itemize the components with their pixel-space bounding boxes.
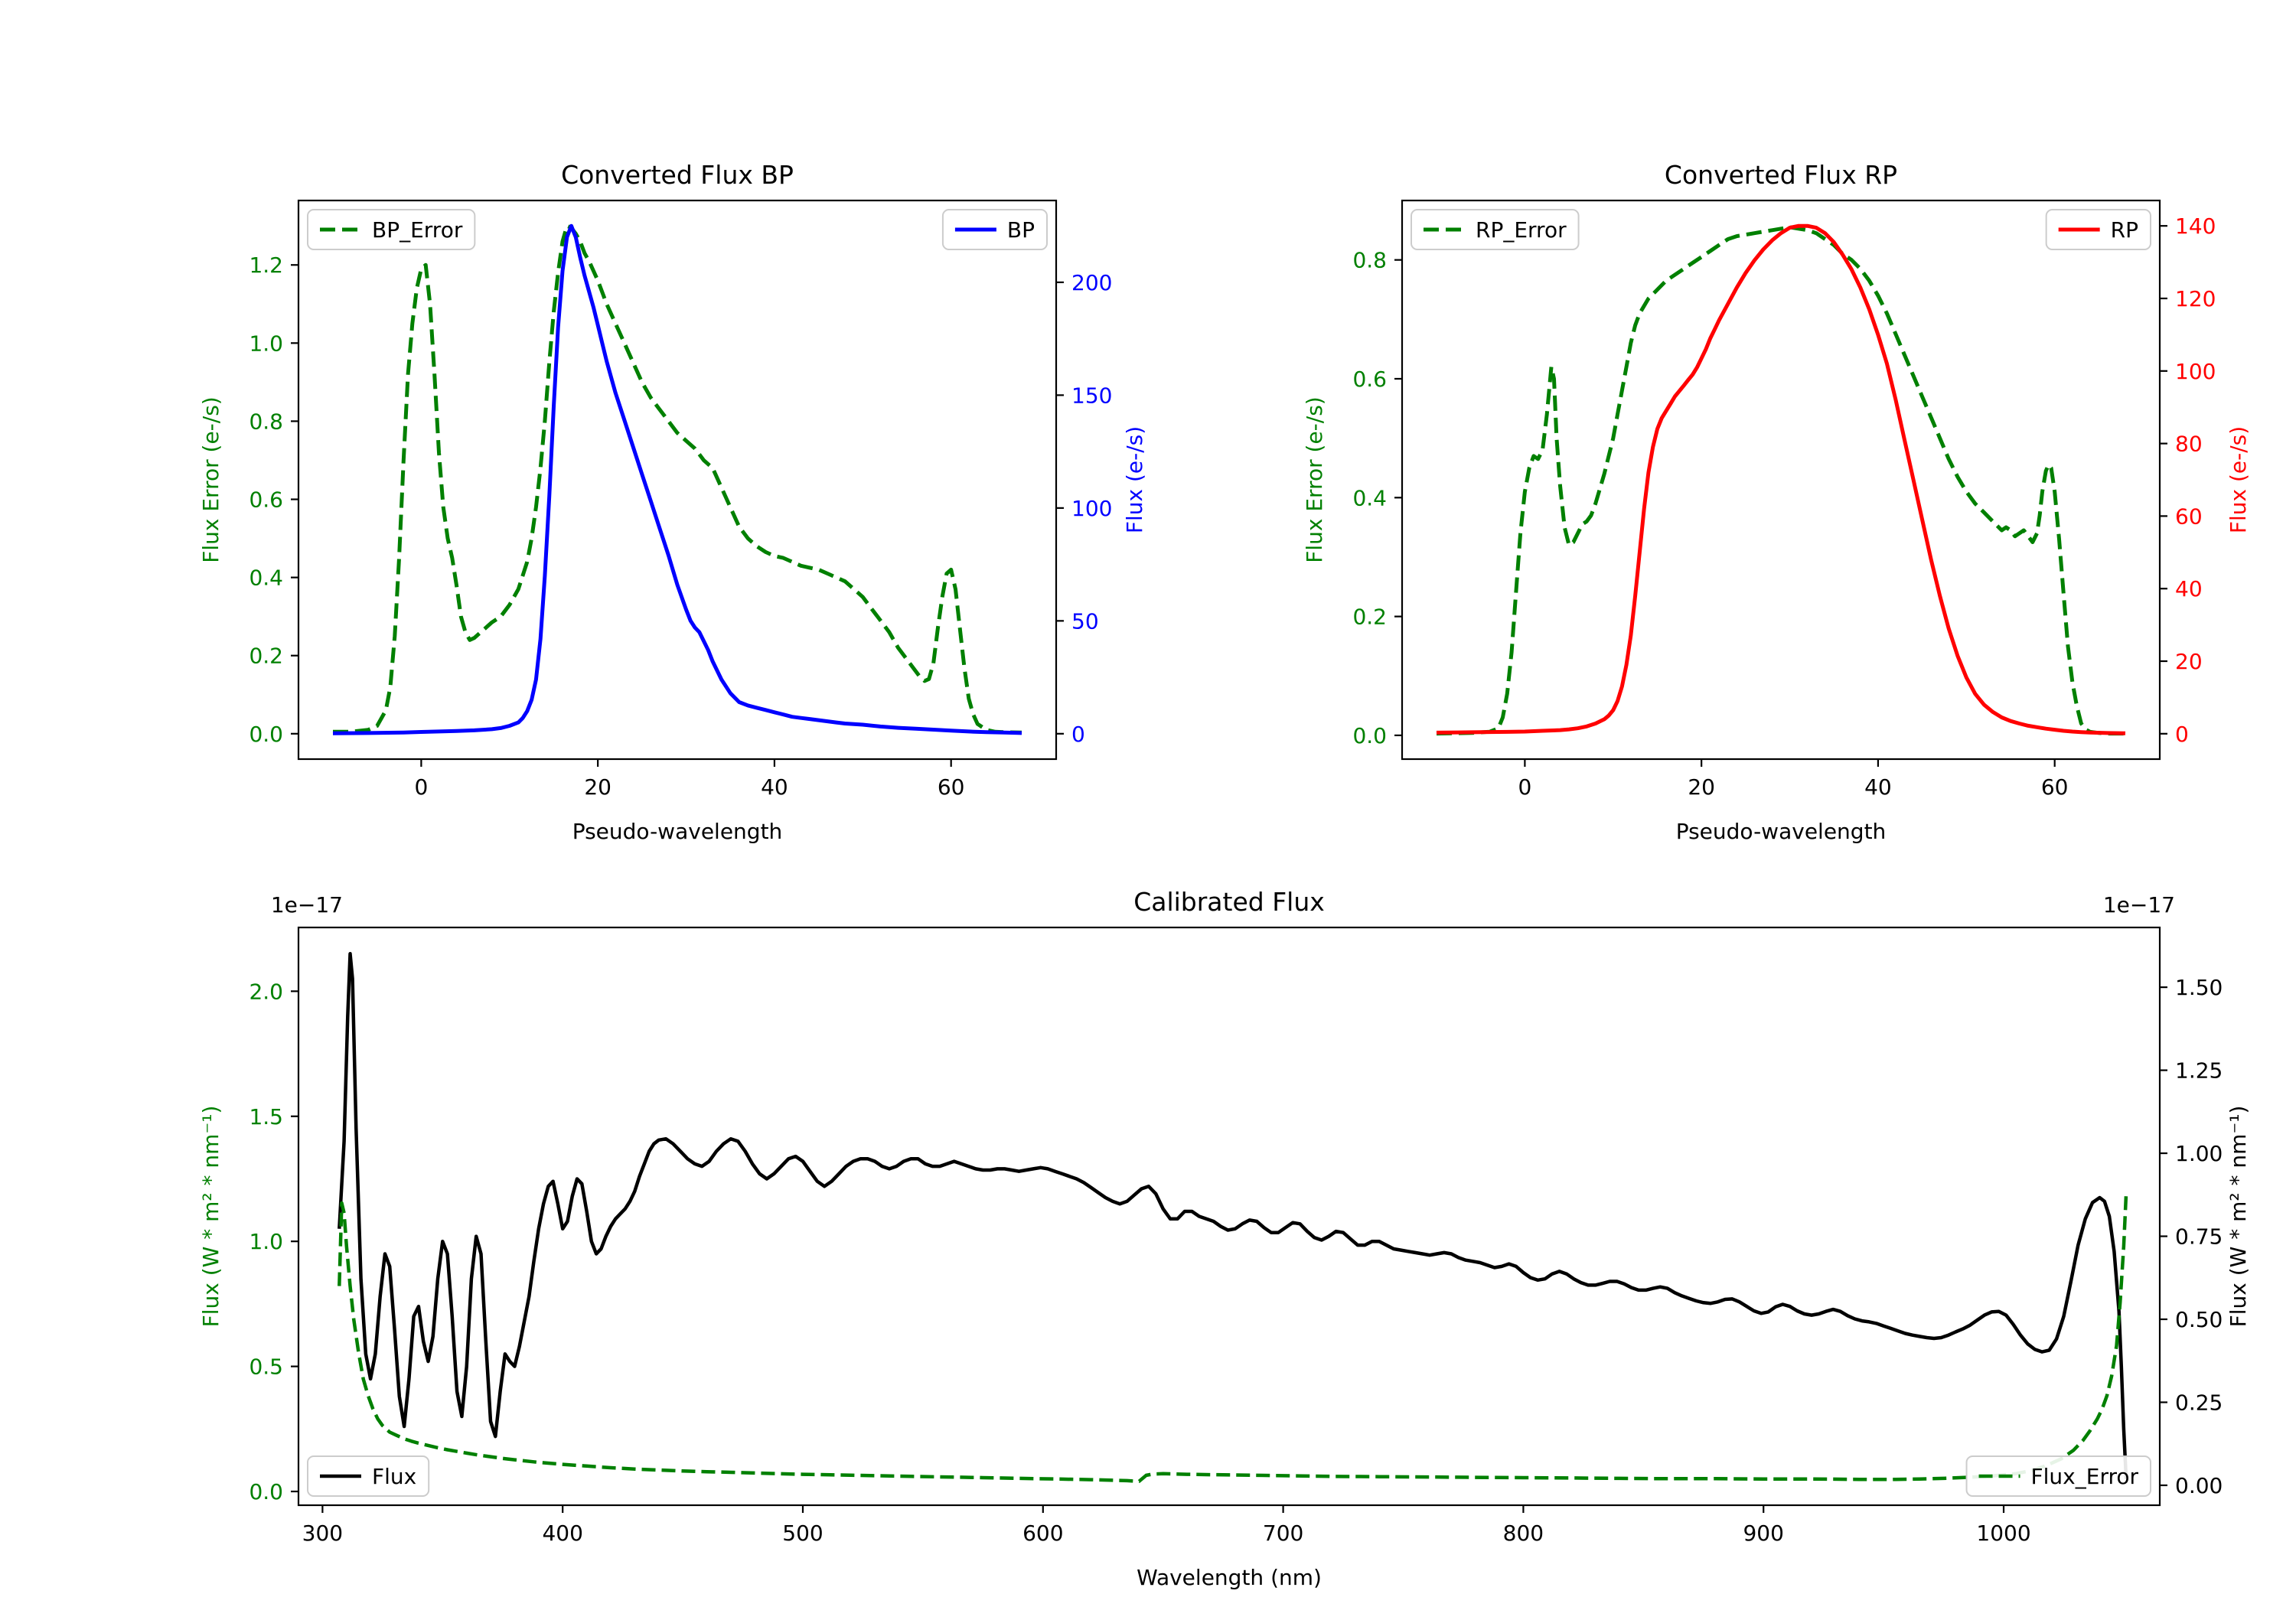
yleft-axis-label: Flux Error (e-/s) — [198, 396, 223, 562]
x-tick-label: 40 — [761, 774, 788, 800]
legend-label: Flux_Error — [2031, 1464, 2139, 1489]
chart-title-bp: Converted Flux BP — [561, 160, 794, 190]
axes-frame-calibrated — [297, 926, 2161, 1507]
series-RP_Error — [1436, 225, 2125, 736]
legend-label: RP — [2111, 217, 2138, 243]
x-axis-label-bp: Pseudo-wavelength — [572, 819, 783, 844]
yleft-tick-label: 1.0 — [249, 331, 283, 356]
yleft-tick-label: 0.8 — [249, 409, 283, 434]
yleft-tick-label: 1.5 — [249, 1104, 283, 1129]
x-tick-label: 300 — [302, 1521, 343, 1546]
x-tick-label: 60 — [938, 774, 965, 800]
series-BP_Error — [333, 223, 1022, 735]
legend-RP_Error: RP_Error — [1411, 209, 1580, 250]
yright-tick-label: 20 — [2175, 649, 2203, 674]
yright-tick-label: 0.50 — [2175, 1307, 2223, 1332]
yright-tick-label: 150 — [1071, 383, 1112, 408]
legend-box — [1965, 1455, 2151, 1497]
x-tick-label: 0 — [414, 774, 428, 800]
yright-tick-label: 0 — [1071, 722, 1085, 747]
x-tick-label: 0 — [1518, 774, 1531, 800]
yright-tick-label: 1.00 — [2175, 1141, 2223, 1166]
axes-frame-bp — [297, 199, 1058, 761]
yleft-tick-label: 0.0 — [249, 722, 283, 747]
x-axis-label-rp: Pseudo-wavelength — [1676, 819, 1887, 844]
yleft-tick-label: 0.2 — [249, 644, 283, 669]
yright-tick-label: 50 — [1071, 608, 1099, 634]
x-tick-label: 40 — [1864, 774, 1892, 800]
legend-label: BP_Error — [372, 217, 463, 243]
yright-tick-label: 100 — [2175, 359, 2216, 384]
yright-tick-label: 1.50 — [2175, 975, 2223, 1000]
axes-frame-rp — [1401, 199, 2161, 761]
x-axis-label-calibrated: Wavelength (nm) — [1137, 1565, 1322, 1590]
x-tick-label: 400 — [542, 1521, 582, 1546]
yright-tick-label: 120 — [2175, 286, 2216, 311]
x-tick-label: 20 — [584, 774, 612, 800]
yright-tick-label: 80 — [2175, 432, 2203, 457]
legend-label: Flux — [372, 1464, 416, 1489]
yleft-offset-text: 1e−17 — [271, 892, 343, 918]
series-RP — [1436, 223, 2126, 735]
yleft-axis-label: Flux (W * m² * nm⁻¹) — [198, 1106, 223, 1328]
yright-offset-text: 1e−17 — [2103, 892, 2175, 918]
legend-box — [307, 209, 476, 250]
yright-axis-label: Flux (W * m² * nm⁻¹) — [2226, 1106, 2251, 1328]
x-tick-label: 1000 — [1976, 1521, 2030, 1546]
legend-BP_Error: BP_Error — [307, 209, 476, 250]
legend-BP: BP — [941, 209, 1048, 250]
legend-RP: RP — [2045, 209, 2151, 250]
legend-Flux: Flux — [307, 1455, 430, 1497]
yright-tick-label: 0 — [2175, 722, 2189, 747]
yright-axis-label: Flux (e-/s) — [2226, 426, 2251, 533]
yleft-axis-label: Flux Error (e-/s) — [1302, 396, 1327, 562]
x-tick-label: 60 — [2041, 774, 2069, 800]
x-tick-label: 500 — [782, 1521, 823, 1546]
subplot-calibrated: 300 400 500 600 700 800 900 1000 0.0 0.5 1.0 1.5 2.0… — [198, 887, 2251, 1590]
yright-tick-label: 200 — [1071, 270, 1112, 295]
x-tick-label: 900 — [1743, 1521, 1783, 1546]
series-BP — [332, 223, 1022, 735]
yleft-tick-label: 0.4 — [249, 566, 283, 591]
yleft-tick-label: 0.8 — [1352, 248, 1387, 273]
subplot-rp: 0 20 40 60 0.0 0.2 0.4 0.6 0.8 Flux Error (e-/s) 0… — [1302, 160, 2251, 844]
yright-axis-label: Flux (e-/s) — [1122, 426, 1147, 533]
x-tick-label: 600 — [1022, 1521, 1063, 1546]
yleft-tick-label: 0.0 — [1352, 723, 1387, 748]
yright-tick-label: 100 — [1071, 496, 1112, 521]
yright-tick-label: 0.00 — [2175, 1473, 2223, 1498]
x-tick-label: 700 — [1263, 1521, 1303, 1546]
legend-label: RP_Error — [1476, 217, 1567, 243]
yright-tick-label: 140 — [2175, 214, 2216, 239]
yright-tick-label: 0.75 — [2175, 1224, 2223, 1250]
legend-label: BP — [1007, 217, 1035, 243]
subplot-bp: 0 20 40 60 0.0 0.2 0.4 0.6 0.8 1.0 1.2 Flux Error (… — [198, 160, 1147, 844]
yleft-tick-label: 1.2 — [249, 253, 283, 278]
x-tick-label: 800 — [1503, 1521, 1544, 1546]
legend-Flux_Error: Flux_Error — [1965, 1455, 2151, 1497]
legend-box — [307, 1455, 430, 1497]
yleft-tick-label: 0.6 — [249, 487, 283, 513]
yleft-tick-label: 1.0 — [249, 1229, 283, 1254]
yleft-tick-label: 0.5 — [249, 1354, 283, 1380]
series-Flux — [338, 952, 2128, 1479]
chart-title-rp: Converted Flux RP — [1665, 160, 1897, 190]
yright-tick-label: 60 — [2175, 504, 2203, 529]
x-tick-label: 20 — [1688, 774, 1715, 800]
yright-tick-label: 40 — [2175, 576, 2203, 601]
legend-box — [1411, 209, 1580, 250]
yleft-tick-label: 0.4 — [1352, 485, 1387, 510]
yleft-tick-label: 0.2 — [1352, 605, 1387, 630]
yleft-tick-label: 2.0 — [249, 979, 283, 1004]
yright-tick-label: 1.25 — [2175, 1058, 2223, 1084]
yleft-tick-label: 0.6 — [1352, 367, 1387, 392]
chart-title-calibrated: Calibrated Flux — [1133, 887, 1325, 917]
yleft-tick-label: 0.0 — [249, 1479, 283, 1504]
yright-tick-label: 0.25 — [2175, 1390, 2223, 1415]
